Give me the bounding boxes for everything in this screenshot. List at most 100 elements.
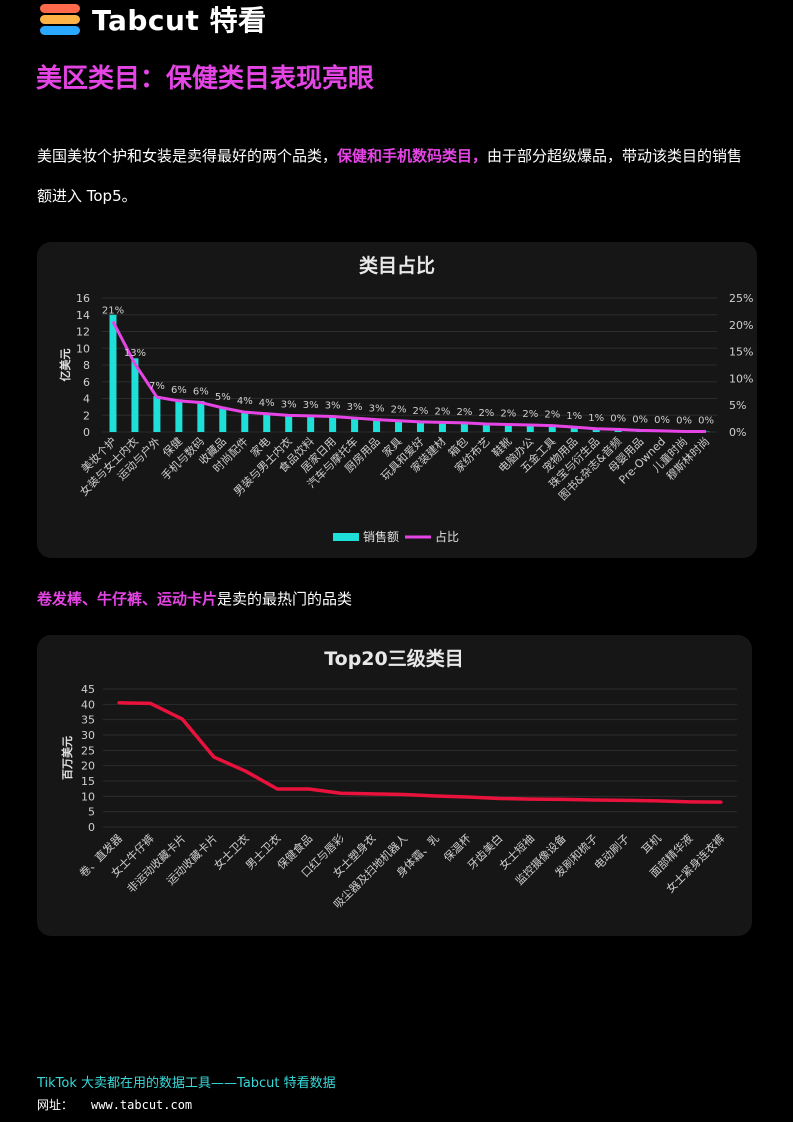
bar bbox=[263, 412, 271, 432]
y-axis-label: 亿美元 bbox=[58, 349, 72, 382]
data-label: 4% bbox=[237, 396, 253, 407]
page-title: 美区类目：保健类目表现亮眼 bbox=[36, 64, 375, 94]
y-tick-label: 30 bbox=[81, 729, 95, 742]
data-point bbox=[370, 792, 374, 796]
top20-panel: Top20三级类目 0 5 10 15 20 25 30 35 40 45 百万美元 卷、直发器 女士牛仔… bbox=[37, 635, 752, 936]
y2-tick-label: 0% bbox=[729, 426, 746, 439]
data-point bbox=[624, 798, 628, 802]
x-tick-label: 电动刷子 bbox=[592, 832, 632, 872]
y-tick-label: 4 bbox=[83, 393, 90, 406]
y-tick-label: 40 bbox=[81, 698, 95, 711]
x-tick-label: 耳机 bbox=[638, 831, 663, 856]
y-tick-label: 14 bbox=[76, 309, 90, 322]
bar bbox=[416, 421, 424, 432]
bar bbox=[351, 417, 359, 432]
chart-title: Top20三级类目 bbox=[324, 647, 464, 670]
y-axis-label: 百万美元 bbox=[60, 736, 74, 780]
bar bbox=[504, 423, 512, 432]
data-label: 3% bbox=[347, 402, 363, 413]
data-point bbox=[339, 791, 343, 795]
y-tick-label: 12 bbox=[76, 326, 90, 339]
data-label: 6% bbox=[193, 387, 209, 398]
data-label: 2% bbox=[391, 405, 407, 416]
data-label: 2% bbox=[478, 408, 494, 419]
y2-tick-label: 15% bbox=[729, 346, 753, 359]
data-label: 1% bbox=[566, 411, 582, 422]
y-tick-label: 0 bbox=[83, 426, 90, 439]
data-label: 2% bbox=[456, 407, 472, 418]
intro-text-1: 美国美妆个护和女装是卖得最好的两个品类， bbox=[37, 147, 338, 165]
bar bbox=[153, 395, 161, 432]
hot-categories-caption: 卷发棒、牛仔裤、运动卡片是卖的最热门的品类 bbox=[37, 588, 352, 609]
bar bbox=[592, 428, 600, 432]
data-label: 21% bbox=[102, 306, 124, 317]
data-point bbox=[149, 701, 153, 705]
y2-tick-label: 10% bbox=[729, 372, 753, 385]
data-label: 1% bbox=[588, 413, 604, 424]
data-point bbox=[180, 717, 184, 721]
y2-tick-label: 25% bbox=[729, 292, 753, 305]
data-label: 2% bbox=[435, 406, 451, 417]
bar bbox=[175, 399, 183, 432]
data-label: 5% bbox=[215, 392, 231, 403]
legend-bar-swatch bbox=[333, 533, 359, 541]
hot-categories-highlight: 卷发棒、牛仔裤、运动卡片 bbox=[37, 590, 218, 608]
category-share-chart: 类目占比 0 2 4 6 8 10 12 14 16 0% 5% 10% 15% 20% 25% 亿美元 21% 1… bbox=[58, 254, 753, 544]
y2-tick-label: 20% bbox=[729, 319, 753, 332]
y-tick-label: 15 bbox=[81, 775, 95, 788]
data-label: 13% bbox=[124, 348, 146, 359]
footer-url-line: 网址： www.tabcut.com bbox=[37, 1096, 192, 1113]
share-line bbox=[111, 320, 707, 433]
y-tick-label: 8 bbox=[83, 359, 90, 372]
bar bbox=[285, 414, 293, 432]
brand-name: Tabcut 特看 bbox=[92, 4, 267, 37]
data-label: 7% bbox=[149, 381, 165, 392]
data-label: 0% bbox=[676, 415, 692, 426]
data-point bbox=[212, 755, 216, 759]
data-label: 3% bbox=[281, 399, 297, 410]
data-point bbox=[244, 769, 248, 773]
data-label: 3% bbox=[325, 400, 341, 411]
legend-bar-label: 销售额 bbox=[363, 529, 399, 544]
bar bbox=[570, 426, 578, 432]
y-tick-label: 25 bbox=[81, 744, 95, 757]
brand-logo: Tabcut 特看 bbox=[40, 2, 267, 37]
data-point bbox=[687, 800, 691, 804]
data-point bbox=[402, 792, 406, 796]
bar bbox=[373, 419, 381, 432]
data-point bbox=[592, 798, 596, 802]
data-label: 6% bbox=[171, 385, 187, 396]
footer-url-label: 网址： bbox=[37, 1098, 74, 1112]
data-point bbox=[561, 797, 565, 801]
y-tick-label: 10 bbox=[81, 790, 95, 803]
bar bbox=[197, 401, 205, 432]
tabcut-logo-icon bbox=[40, 3, 80, 35]
data-point bbox=[117, 701, 121, 705]
data-label: 2% bbox=[500, 408, 516, 419]
legend-line-label: 占比 bbox=[435, 529, 459, 544]
bar bbox=[438, 421, 446, 432]
data-point bbox=[466, 795, 470, 799]
data-label: 0% bbox=[610, 413, 626, 424]
bar bbox=[241, 411, 249, 432]
bar bbox=[109, 314, 117, 432]
data-label: 0% bbox=[654, 415, 670, 426]
bar bbox=[526, 424, 534, 432]
data-label: 2% bbox=[544, 410, 560, 421]
bar bbox=[307, 415, 315, 432]
y-tick-label: 35 bbox=[81, 714, 95, 727]
category-share-panel: 类目占比 0 2 4 6 8 10 12 14 16 0% 5% 10% 15% 20% 25% 亿美元 21% 1… bbox=[37, 242, 757, 558]
bar bbox=[219, 406, 227, 432]
bar bbox=[395, 420, 403, 432]
footer-url[interactable]: www.tabcut.com bbox=[91, 1098, 193, 1112]
hot-categories-text: 是卖的最热门的品类 bbox=[217, 590, 353, 608]
top20-line bbox=[118, 701, 722, 804]
y-tick-label: 2 bbox=[83, 409, 90, 422]
intro-highlight: 保健和手机数码类目， bbox=[337, 147, 488, 165]
y-tick-label: 16 bbox=[76, 292, 90, 305]
y-tick-label: 45 bbox=[81, 683, 95, 696]
top20-chart: Top20三级类目051015202530354045百万美元卷、直发器女士牛仔… bbox=[60, 647, 737, 911]
data-label: 0% bbox=[632, 414, 648, 425]
bar bbox=[548, 425, 556, 432]
data-point bbox=[497, 796, 501, 800]
